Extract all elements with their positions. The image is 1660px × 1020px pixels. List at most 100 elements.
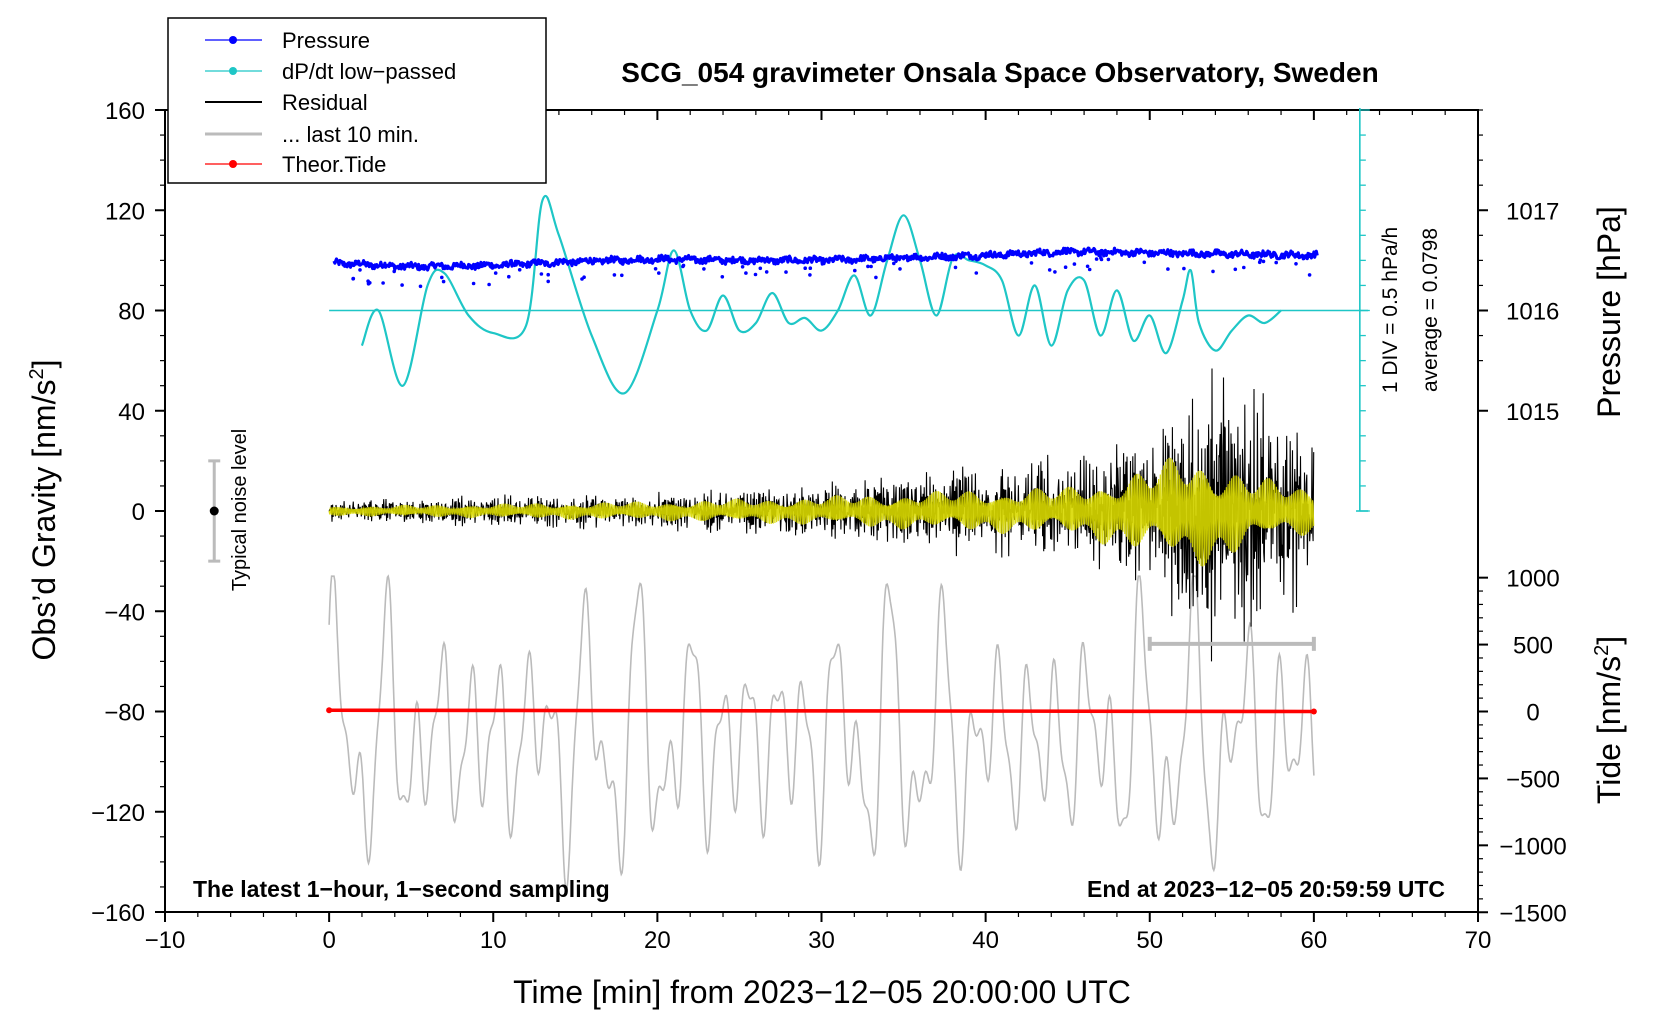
pressure-outlier-dot [1142,260,1147,265]
pressure-outlier-dot [892,261,896,266]
legend-label-pressure: Pressure [282,28,370,53]
y-axis-title-tide: Tide [nm/s2] [1591,636,1627,804]
pressure-outlier-dot [753,272,758,277]
series-theor-tide [326,707,1317,715]
annotation-dpdt-scale: 1 DIV = 0.5 hPa/h [1379,227,1402,393]
axis-ticks: −10 0 10 20 30 40 50 60 70 160 120 80 40 0 −40 −80 −120 −… [91,98,1567,954]
annotation-noise-level: Typical noise level [229,429,251,591]
pressure-outlier-dot [1106,257,1111,262]
pressure-outlier-dot [546,272,550,277]
pressure-outlier-dot [953,265,958,270]
y-axis-title-tide-sup: 2 [1591,645,1613,656]
pressure-outlier-dot [517,268,522,272]
x-tick-label: −10 [145,927,186,954]
pressure-outlier-dot [351,277,355,281]
y-tick-label: 0 [132,499,145,526]
pressure-outlier-dot [366,279,370,284]
pressure-outlier-dot [1085,264,1090,269]
y-tick-label: 120 [105,198,145,225]
legend-marker-pressure [229,36,237,44]
chart-title: SCG_054 gravimeter Onsala Space Observat… [621,57,1378,88]
pressure-line [332,246,1319,272]
pressure-outlier-dot [784,270,788,274]
pressure-outlier-dot [1094,257,1099,261]
pressure-outlier-dot [1261,259,1266,264]
pressure-outlier-dot [1211,269,1215,274]
pressure-outlier-dot [808,266,813,271]
pressure-outlier-dot [507,274,511,279]
pressure-outlier-dot [764,270,769,274]
tide-tick-label: −1000 [1499,833,1566,860]
tide-marker-end [1310,708,1317,715]
series-gray-trace [328,574,1315,894]
pressure-outlier-dot [1029,261,1034,265]
pressure-outlier-dot [803,266,807,271]
pressure-outlier-dot [866,264,870,269]
y-axis-title-left-end: ] [26,360,62,369]
pressure-outlier-dot [758,266,763,271]
tide-tick-label: 0 [1526,700,1539,727]
pressure-outlier-dot [400,283,404,287]
pressure-outlier-dot [441,279,446,284]
pressure-outlier-dot [381,281,385,285]
last10-line [328,457,1315,567]
tide-tick-label: −1500 [1499,900,1566,927]
pressure-outlier-dot [657,271,661,275]
pressure-tick-label: 1015 [1506,399,1559,426]
pressure-outlier-dot [1072,262,1077,266]
pressure-outlier-dot [1166,267,1170,271]
tide-line [329,708,1314,714]
x-tick-label: 50 [1136,927,1163,954]
x-tick-label: 0 [322,927,335,954]
pressure-outlier-dot [874,275,878,280]
gray-trace-line [328,574,1315,894]
pressure-outlier-dot [418,284,423,289]
pressure-tick-label: 1016 [1506,299,1559,326]
y-tick-label: −120 [91,800,145,827]
pressure-outlier-dot [740,265,745,269]
pressure-outlier-dot [392,269,397,274]
pressure-outlier-dot [1063,265,1068,270]
y-axis-title-tide-end: ] [1591,636,1627,645]
legend-label-last10: ... last 10 min. [282,122,419,147]
dpdt-line [360,194,1282,395]
tide-tick-label: 500 [1513,633,1553,660]
pressure-outlier-dot [653,267,658,271]
series-pressure [332,246,1319,289]
pressure-outlier-dot [1307,273,1312,277]
legend-box [167,17,547,184]
tide-tick-label: −500 [1506,766,1560,793]
y-tick-label: −40 [104,599,145,626]
pressure-outlier-dot [1087,267,1092,272]
pressure-outlier-dot [440,275,444,280]
pressure-outlier-dot [1294,262,1298,266]
pressure-outlier-dot [1274,260,1278,265]
pressure-outlier-dot [471,281,476,286]
y-axis-title-tide-main: Tide [nm/s [1591,656,1627,804]
pressure-outlier-dot [358,268,362,272]
legend-label-tide: Theor.Tide [282,152,386,177]
x-tick-label: 30 [808,927,835,954]
x-tick-label: 70 [1465,927,1492,954]
x-tick-label: 60 [1301,927,1328,954]
y-axis-title-left: Obs’d Gravity [nm/s2] [26,360,62,661]
legend-label-residual: Residual [282,90,368,115]
legend-marker-tide [229,160,237,168]
y-tick-label: −160 [91,900,145,927]
series-last-10-min [328,457,1315,567]
legend-label-dpdt: dP/dt low−passed [282,59,456,84]
series-dpdt [329,194,1369,395]
pressure-outlier-dot [620,273,624,278]
x-tick-label: 10 [480,927,507,954]
annotation-dpdt-average: average = 0.0798 [1419,228,1442,392]
y-axis-title-left-main: Obs’d Gravity [nm/s [26,380,62,661]
legend: Pressure dP/dt low−passed Residual ... l… [167,17,547,184]
pressure-outlier-dot [580,277,584,281]
pressure-outlier-dot [1258,258,1263,262]
pressure-outlier-dot [612,273,617,277]
pressure-outlier-dot [702,267,706,271]
dpdt-scale-axis [1356,108,1370,512]
last10-bar [1147,636,1316,651]
annotation-end-time: End at 2023−12−05 20:59:59 UTC [1087,876,1445,902]
